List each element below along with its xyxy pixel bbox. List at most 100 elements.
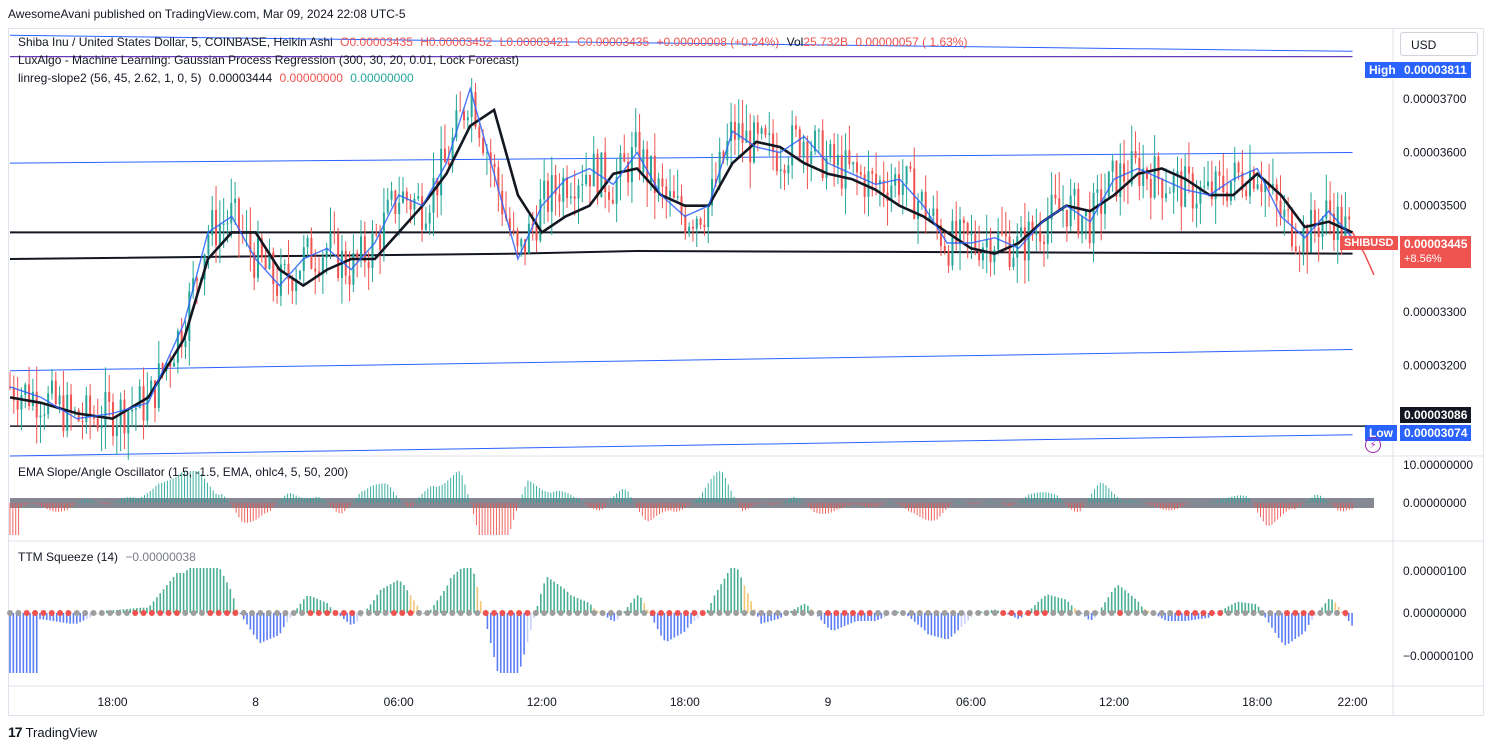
candle-body: [1119, 163, 1122, 197]
candle-body: [1130, 151, 1133, 185]
candle-body: [417, 196, 420, 199]
candle-body: [688, 226, 691, 233]
candle-body: [257, 238, 259, 278]
candle-body: [585, 174, 588, 185]
candle-body: [588, 174, 591, 187]
ttm-squeeze-dot: [549, 610, 556, 616]
candle-body: [653, 155, 656, 193]
ttm-squeeze-dot: [933, 610, 940, 616]
time-tick-label: 12:00: [527, 695, 557, 709]
time-tick-label: 8: [252, 695, 259, 709]
candle-body: [1195, 203, 1198, 209]
ttm-squeeze-dot: [466, 610, 473, 616]
candle-body: [230, 202, 233, 224]
candle-body: [43, 414, 46, 416]
candle-body: [226, 223, 229, 225]
ttm-squeeze-dot: [115, 610, 122, 616]
ttm-squeeze-dot: [123, 610, 130, 616]
candle-body: [810, 151, 813, 165]
ttm-squeeze-dot: [1008, 610, 1015, 616]
candle-body: [253, 252, 256, 278]
candle-body: [783, 169, 786, 174]
ttm-squeeze-dot: [708, 610, 715, 616]
candle-body: [577, 185, 580, 199]
ttm-squeeze-dot: [1267, 610, 1274, 616]
ttm-squeeze-dot: [541, 610, 548, 616]
candle-body: [180, 330, 183, 347]
ttm-squeeze-dot: [148, 610, 155, 616]
ttm-squeeze-dot: [1242, 610, 1249, 616]
candle-body: [676, 196, 679, 198]
candle-body: [928, 216, 931, 220]
candle-body: [657, 178, 660, 193]
candle-body: [516, 230, 519, 247]
ttm-squeeze-dot: [182, 610, 189, 616]
candle-body: [1325, 200, 1328, 219]
price-tick-label: 0.00003700: [1403, 92, 1467, 106]
candle-body: [669, 191, 672, 197]
ttm-squeeze-dot: [1275, 610, 1282, 616]
ttm-squeeze-dot: [474, 610, 481, 616]
currency-selector[interactable]: USD: [1400, 32, 1478, 56]
candle-body: [77, 410, 80, 421]
candle-body: [997, 231, 1000, 250]
candle-body: [1207, 181, 1210, 187]
candle-body: [550, 175, 553, 212]
last-price-tag: 0.00003445 +8.56%: [1400, 236, 1472, 268]
ttm-squeeze-dot: [1016, 610, 1023, 616]
candle-body: [237, 198, 240, 233]
candle-body: [897, 174, 900, 195]
candle-body: [463, 111, 466, 121]
high-label-tag: High: [1365, 62, 1400, 78]
candle-body: [955, 220, 958, 245]
candle-body: [562, 177, 565, 202]
candle-body: [493, 163, 496, 168]
ttm-squeeze-dot: [507, 610, 514, 616]
candle-body: [1031, 221, 1034, 235]
last-price-change: +8.56%: [1404, 253, 1442, 265]
ttm-squeeze-dot: [307, 610, 314, 616]
candle-body: [1237, 162, 1240, 173]
candle-body: [50, 380, 53, 394]
candle-body: [73, 410, 76, 412]
lightning-icon[interactable]: ⚡: [1365, 437, 1381, 453]
ttm-squeeze-dot: [1033, 610, 1040, 616]
candle-body: [711, 178, 714, 206]
ttm-squeeze-dot: [983, 610, 990, 616]
candle-body: [390, 190, 393, 200]
candle-body: [1264, 184, 1267, 193]
ttm-squeeze-dot: [1317, 610, 1324, 616]
candle-body: [844, 150, 847, 189]
candle-body: [1256, 184, 1259, 189]
candle-body: [649, 155, 652, 183]
ttm-squeeze-dot: [140, 610, 147, 616]
ttm-squeeze-dot: [374, 610, 381, 616]
candle-body: [1161, 179, 1164, 199]
ttm-squeeze-dot: [516, 610, 523, 616]
candle-body: [424, 223, 427, 230]
ttm-squeeze-dot: [557, 610, 564, 616]
legend-vol-label: Vol: [786, 35, 804, 49]
candle-body: [1332, 213, 1335, 241]
ttm-squeeze-dot: [299, 610, 306, 616]
ttm-squeeze-dot: [1200, 610, 1207, 616]
ttm-squeeze-dot: [566, 610, 573, 616]
high-value-tag: 0.00003811: [1400, 62, 1471, 78]
candle-body: [970, 234, 973, 236]
candle-body: [272, 252, 275, 284]
time-tick-label: 18:00: [1242, 695, 1272, 709]
ttm-squeeze-dot: [599, 610, 606, 616]
candle-body: [1020, 227, 1023, 237]
candle-body: [173, 362, 176, 367]
ttm-squeeze-dot: [32, 610, 39, 616]
ttm-squeeze-dot: [674, 610, 681, 616]
ttm-squeeze-dot: [766, 610, 773, 616]
candle-body: [959, 219, 962, 245]
candle-body: [306, 237, 309, 248]
candle-body: [512, 230, 515, 232]
candle-body: [581, 184, 584, 186]
candle-body: [1054, 194, 1057, 199]
candle-body: [398, 202, 401, 215]
candle-body: [936, 208, 939, 226]
